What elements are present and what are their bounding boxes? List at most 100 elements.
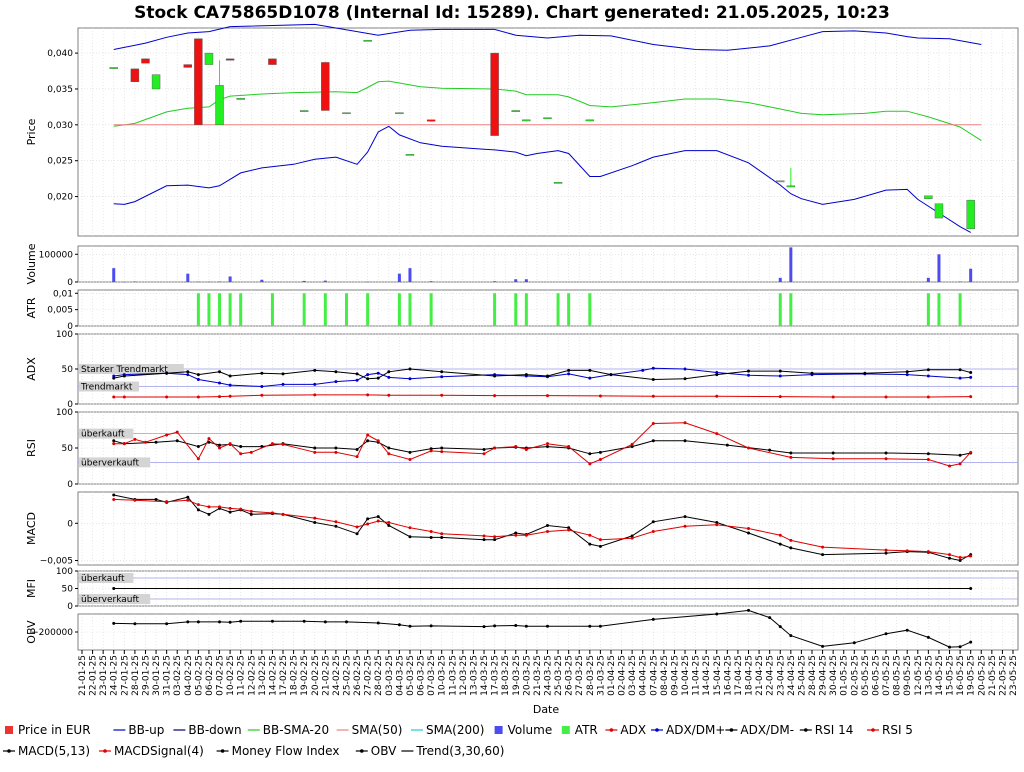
y-axis-label-volume: Volume	[25, 243, 38, 284]
x-tick-label: 01-05-25	[840, 655, 850, 696]
series-point	[598, 544, 602, 548]
series-point	[196, 508, 200, 512]
y-tick-label: 0,01	[53, 289, 73, 299]
legend-item: SMA(200)	[411, 723, 484, 737]
candle	[924, 195, 933, 199]
candle	[215, 85, 224, 126]
candle	[786, 185, 796, 188]
series-point	[789, 451, 793, 455]
atr-bar	[958, 293, 962, 326]
volume-bar	[207, 281, 211, 283]
series-point	[440, 535, 444, 539]
series-point	[905, 549, 909, 553]
series-point	[313, 393, 317, 397]
x-tick-label: 21-05-25	[988, 655, 998, 696]
series-point	[175, 439, 179, 443]
series-point	[598, 538, 602, 542]
volume-bar	[366, 281, 370, 283]
legend-item: MACD(5,13)	[3, 744, 90, 758]
x-tick-label: 09-04-25	[670, 655, 680, 696]
legend-label: OBV	[371, 744, 397, 758]
y-tick-label: 50	[62, 365, 74, 375]
series-point	[926, 635, 930, 639]
atr-bar	[556, 293, 560, 326]
series-point	[715, 394, 719, 398]
series-point	[175, 430, 179, 434]
candle	[236, 98, 245, 100]
series-point	[112, 442, 116, 446]
series-point	[567, 368, 571, 372]
series-point	[609, 373, 613, 377]
candle	[183, 64, 192, 68]
series-point	[408, 624, 412, 628]
atr-bar	[323, 293, 327, 326]
series-point	[969, 371, 973, 374]
x-tick-label: 27-03-25	[575, 655, 585, 696]
series-point	[715, 371, 719, 374]
atr-bar	[196, 293, 200, 326]
series-point	[281, 372, 285, 376]
x-tick-label: 25-03-25	[554, 655, 564, 696]
series-point	[112, 493, 116, 497]
series-point	[715, 373, 719, 377]
series-point	[546, 524, 549, 528]
atr-bar	[493, 293, 497, 326]
series-point	[112, 376, 116, 380]
series-point	[207, 505, 211, 509]
volume-bar	[397, 273, 401, 282]
atr-bar	[302, 293, 306, 326]
legend-item: Volume	[494, 723, 552, 737]
candle	[934, 203, 944, 219]
x-tick-label: 10-03-25	[438, 655, 448, 696]
legend-item: RSI 5	[867, 723, 913, 737]
series-point	[334, 380, 338, 384]
series-point	[810, 371, 814, 375]
series-point	[122, 374, 126, 378]
x-tick-label: 14-02-25	[268, 655, 278, 696]
legend-label: Price in EUR	[18, 723, 91, 737]
series-point	[239, 445, 243, 449]
series-point	[387, 452, 391, 456]
volume-bar	[958, 281, 962, 282]
series-point	[683, 367, 687, 371]
series-point	[387, 370, 391, 374]
x-tick-label: 28-01-25	[131, 655, 141, 696]
candle	[543, 117, 552, 120]
y-tick-label: 0,005	[47, 306, 73, 316]
panel-frame	[77, 289, 1019, 327]
series-point	[598, 624, 602, 628]
volume-bar	[186, 273, 190, 282]
series-point	[313, 446, 317, 450]
series-point	[641, 368, 645, 372]
candle	[405, 154, 415, 156]
series-point	[821, 644, 825, 648]
series-point	[408, 450, 412, 454]
legend-label: Money Flow Index	[232, 744, 340, 758]
volume-bar	[524, 279, 528, 282]
candle	[225, 58, 235, 61]
x-tick-label: 22-04-25	[766, 655, 776, 696]
series-point	[440, 393, 444, 397]
series-point	[112, 497, 116, 501]
x-tick-label: 07-05-25	[882, 655, 892, 696]
y-tick-label: 0	[67, 480, 73, 490]
x-tick-label: 13-02-25	[258, 655, 268, 696]
series-point	[408, 526, 412, 530]
candle	[268, 58, 277, 65]
series-point	[588, 462, 592, 466]
series-point	[546, 394, 549, 398]
series-point	[239, 619, 243, 623]
x-tick-label: 10-02-25	[226, 655, 236, 696]
series-point	[313, 450, 317, 454]
series-point	[270, 619, 274, 623]
series-point	[366, 377, 370, 381]
series-point	[429, 535, 433, 539]
series-macd-5-13-	[113, 494, 971, 562]
x-tick-label: 14-03-25	[480, 655, 490, 696]
candle	[130, 68, 140, 82]
x-tick-label: 16-04-25	[723, 655, 733, 696]
series-point	[884, 451, 888, 455]
volume-bar	[789, 247, 793, 282]
series-point	[196, 445, 200, 449]
x-tick-label: 22-05-25	[998, 655, 1008, 696]
